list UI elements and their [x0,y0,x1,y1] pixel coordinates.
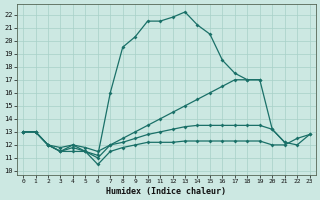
X-axis label: Humidex (Indice chaleur): Humidex (Indice chaleur) [106,187,226,196]
